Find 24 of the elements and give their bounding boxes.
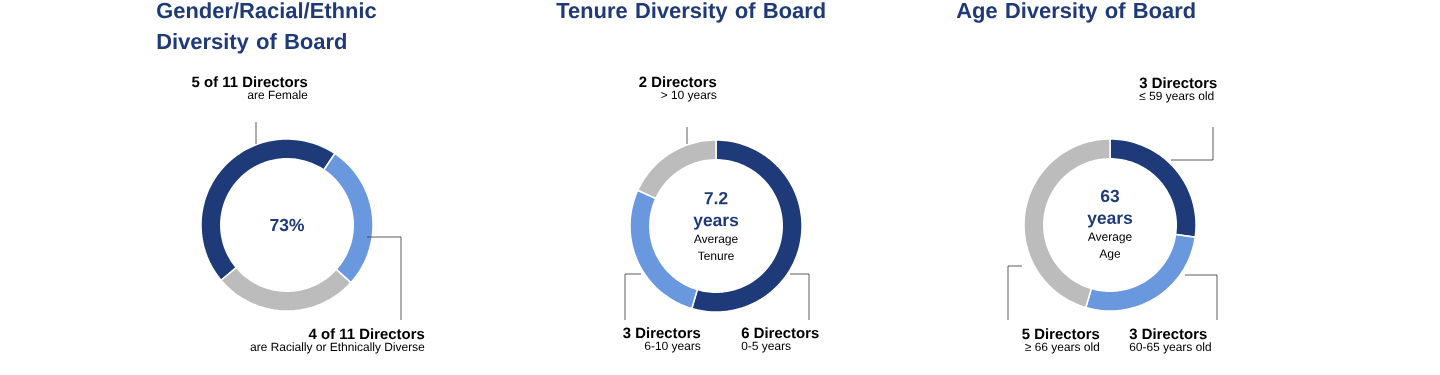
text: Average Age <box>1087 232 1132 261</box>
chart-title: Gender/Racial/Ethnic Diversity of Board <box>157 2 377 54</box>
text: 6-10 years <box>644 341 701 353</box>
chart-title: Age Diversity of Board <box>956 2 1195 23</box>
slice-label: 4 of 11 Directors <box>308 328 425 340</box>
text: 73% <box>270 218 304 232</box>
slice-label: 2 Directors <box>639 76 717 88</box>
text: are Female <box>247 90 308 100</box>
slice-label: 3 Directors <box>1139 77 1217 89</box>
text: 60-65 years old <box>1129 342 1211 354</box>
text: 7.2 years <box>693 191 739 230</box>
slice-label: 3 Directors <box>1129 328 1207 340</box>
text: ≤ 59 years old <box>1139 91 1214 103</box>
text: ≥ 66 years old <box>1025 342 1100 354</box>
text: > 10 years <box>661 90 717 102</box>
slice-label: 5 of 11 Directors <box>191 76 308 88</box>
slice-label: 3 Directors <box>623 327 701 339</box>
text: 0-5 years <box>741 341 791 353</box>
text: are Racially or Ethnically Diverse <box>250 342 425 354</box>
slice-label: 5 Directors <box>1022 328 1100 340</box>
text: Average Tenure <box>693 234 738 261</box>
slice-label: 6 Directors <box>741 327 819 339</box>
text: 63 years <box>1087 189 1133 228</box>
chart-title: Tenure Diversity of Board <box>556 2 825 23</box>
